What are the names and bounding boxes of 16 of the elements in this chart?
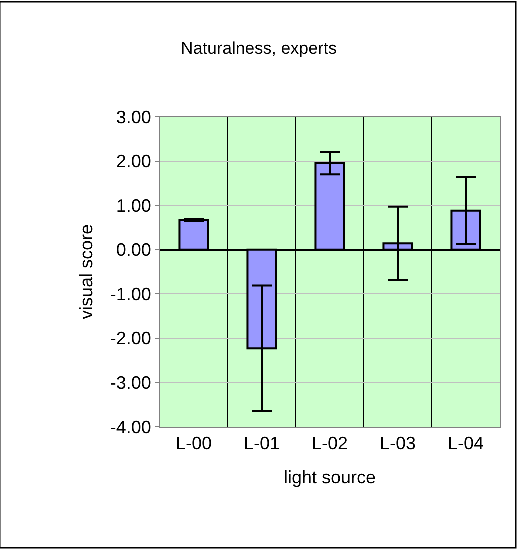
y-tick-label: -2.00 <box>110 328 152 349</box>
y-axis-title: visual score <box>76 224 97 320</box>
y-tick-label: 2.00 <box>116 152 152 172</box>
y-tick-label: -4.00 <box>110 417 152 438</box>
x-axis-title: light source <box>284 468 376 488</box>
x-tick-label: L-03 <box>380 434 416 454</box>
x-tick-label: L-04 <box>448 434 484 454</box>
x-tick-label: L-02 <box>312 434 348 454</box>
chart-title: Naturalness, experts <box>181 38 337 58</box>
y-tick-label: 3.00 <box>116 107 152 128</box>
y-tick-label: -3.00 <box>110 373 152 394</box>
y-tick-label: 1.00 <box>116 196 152 216</box>
x-tick-label: L-00 <box>176 434 212 454</box>
y-tick-label: 0.00 <box>116 240 152 260</box>
y-tick-label: -1.00 <box>110 284 152 304</box>
x-tick-label: L-01 <box>244 434 280 454</box>
